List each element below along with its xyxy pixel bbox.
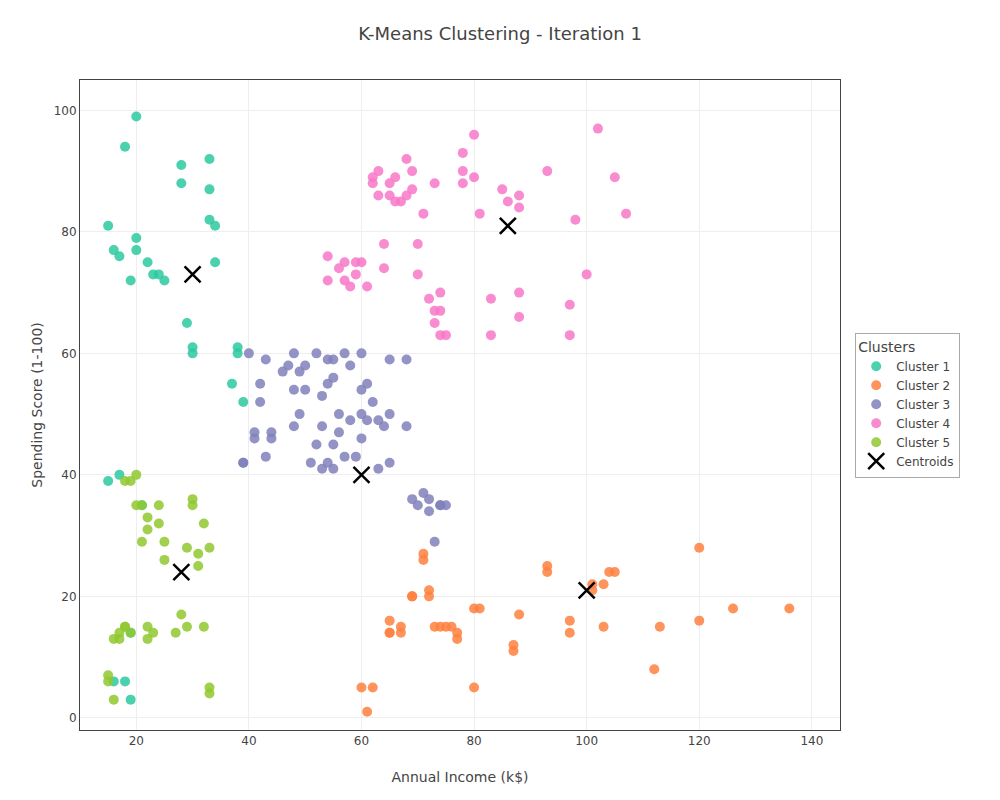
svg-text:Centroids: Centroids bbox=[896, 455, 953, 469]
svg-text:20: 20 bbox=[61, 590, 76, 604]
svg-text:20: 20 bbox=[129, 734, 144, 748]
svg-text:60: 60 bbox=[61, 347, 76, 361]
svg-text:140: 140 bbox=[800, 734, 823, 748]
svg-text:Clusters: Clusters bbox=[858, 339, 915, 355]
svg-text:Cluster 2: Cluster 2 bbox=[896, 379, 950, 393]
svg-text:40: 40 bbox=[241, 734, 256, 748]
svg-text:K-Means Clustering - Iteration: K-Means Clustering - Iteration 1 bbox=[358, 23, 642, 44]
svg-text:100: 100 bbox=[575, 734, 598, 748]
svg-text:120: 120 bbox=[688, 734, 711, 748]
svg-text:40: 40 bbox=[61, 468, 76, 482]
svg-text:Cluster 1: Cluster 1 bbox=[896, 360, 950, 374]
svg-text:80: 80 bbox=[61, 225, 76, 239]
svg-text:0: 0 bbox=[69, 711, 77, 725]
svg-text:Cluster 5: Cluster 5 bbox=[896, 436, 950, 450]
svg-text:60: 60 bbox=[354, 734, 369, 748]
svg-text:100: 100 bbox=[54, 104, 77, 118]
svg-text:Annual Income (k$): Annual Income (k$) bbox=[391, 769, 528, 785]
svg-text:Spending Score (1-100): Spending Score (1-100) bbox=[29, 322, 45, 488]
svg-text:80: 80 bbox=[466, 734, 481, 748]
svg-text:Cluster 3: Cluster 3 bbox=[896, 398, 950, 412]
svg-text:Cluster 4: Cluster 4 bbox=[896, 417, 950, 431]
